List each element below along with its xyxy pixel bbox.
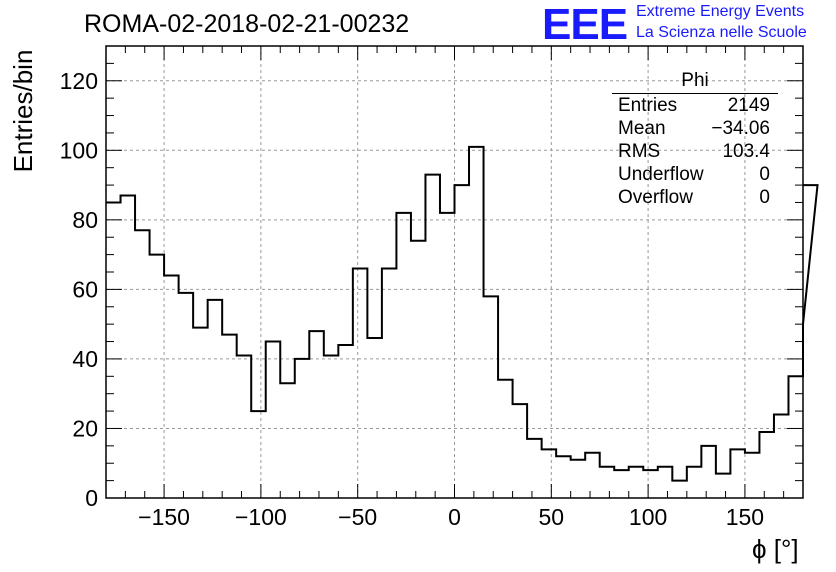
histogram-bin: [788, 376, 803, 498]
stats-row-rms: RMS 103.4: [612, 140, 778, 163]
histogram-bin: [237, 355, 252, 498]
stats-title: Phi: [612, 70, 778, 94]
stats-row-overflow: Overflow 0: [612, 186, 778, 209]
histogram-bin: [629, 467, 644, 498]
stats-label: Underflow: [618, 164, 704, 185]
histogram-bin: [556, 456, 571, 498]
histogram-bin: [382, 269, 397, 498]
histogram-bin: [367, 338, 382, 498]
y-tick-label: 80: [72, 207, 98, 233]
histogram-bin: [701, 446, 716, 498]
x-tick-label: −100: [235, 504, 287, 530]
x-axis-label: ϕ [°]: [752, 534, 799, 564]
histogram-bin: [585, 453, 600, 498]
stats-row-entries: Entries 2149: [612, 94, 778, 117]
y-tick-label: 0: [85, 485, 98, 511]
x-tick-label: −50: [338, 504, 377, 530]
histogram-bin: [121, 196, 136, 498]
histogram-bin: [469, 147, 484, 498]
histogram-bin: [614, 470, 629, 498]
histogram-bin: [440, 213, 455, 498]
stats-value: 0: [759, 187, 770, 208]
histogram-bin: [179, 293, 194, 498]
y-tick-label: 60: [72, 276, 98, 302]
histogram-outline: [106, 145, 819, 482]
histogram-bin: [208, 300, 223, 498]
y-tick-label: 100: [60, 137, 98, 163]
histogram-bin: [658, 467, 673, 498]
histogram-bin: [425, 175, 440, 498]
histogram-bin: [527, 439, 542, 498]
histogram-bin: [571, 460, 586, 498]
histogram-bin: [353, 269, 368, 498]
histogram-bin: [396, 213, 411, 498]
histogram-bin: [295, 359, 310, 498]
histogram-bin: [774, 415, 789, 498]
eee-logo: EEE: [542, 0, 628, 49]
x-tick-label: 150: [726, 504, 764, 530]
histogram-bin: [542, 449, 557, 498]
stats-box: Phi Entries 2149 Mean −34.06 RMS 103.4 U…: [612, 70, 778, 209]
histogram-bin: [266, 342, 281, 498]
histogram-bin: [193, 328, 208, 498]
x-tick-label: 0: [448, 504, 461, 530]
histogram-bin: [759, 432, 774, 498]
x-tick-label: 50: [539, 504, 565, 530]
y-tick-label: 120: [60, 68, 98, 94]
histogram-bin: [484, 296, 499, 498]
x-tick-label: 100: [629, 504, 667, 530]
histogram-bin: [716, 474, 731, 498]
histogram-bin: [643, 470, 658, 498]
histogram-bin: [135, 230, 150, 498]
stats-value: −34.06: [711, 118, 770, 139]
plot-title: ROMA-02-2018-02-21-00232: [84, 10, 410, 38]
stats-label: RMS: [618, 141, 661, 162]
stats-row-underflow: Underflow 0: [612, 163, 778, 186]
histogram-bin: [600, 467, 615, 498]
x-tick-label: −150: [138, 504, 190, 530]
histogram-bin: [324, 355, 339, 498]
stats-value: 103.4: [722, 141, 770, 162]
histogram-bin: [251, 411, 266, 498]
histogram-bin: [309, 331, 324, 498]
stats-row-mean: Mean −34.06: [612, 117, 778, 140]
histogram-bin: [280, 383, 295, 498]
histogram-bin: [498, 380, 513, 498]
histogram-bin: [455, 185, 470, 498]
stats-value: 2149: [727, 95, 770, 116]
y-axis-label: Entries/bin: [8, 49, 38, 173]
histogram-bin: [164, 275, 179, 498]
logo-tagline-1: Extreme Energy Events: [636, 3, 805, 20]
histogram-bin: [150, 255, 165, 498]
histogram-bin: [687, 467, 702, 498]
y-tick-label: 20: [72, 415, 98, 441]
stats-value: 0: [759, 164, 770, 185]
logo-tagline-2: La Scienza nelle Scuole: [636, 24, 807, 41]
stats-label: Overflow: [618, 187, 693, 208]
histogram-bin: [730, 449, 745, 498]
histogram-bin: [513, 404, 528, 498]
histogram-bin: [672, 481, 687, 498]
histogram-bin: [106, 202, 121, 498]
histogram-bin: [745, 453, 760, 498]
histogram-bin: [338, 345, 353, 498]
stats-label: Entries: [618, 95, 678, 116]
y-tick-label: 40: [72, 346, 98, 372]
stats-label: Mean: [618, 118, 666, 139]
histogram-bin: [411, 241, 426, 498]
